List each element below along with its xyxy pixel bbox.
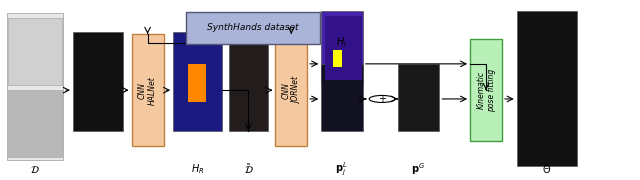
Bar: [188, 64, 206, 102]
Bar: [325, 17, 362, 80]
FancyBboxPatch shape: [132, 34, 164, 146]
Bar: [8, 18, 62, 85]
FancyBboxPatch shape: [470, 39, 502, 141]
Text: $\mathbf{p}_j^L$: $\mathbf{p}_j^L$: [335, 160, 348, 178]
Bar: [8, 90, 62, 157]
Bar: [321, 11, 363, 85]
FancyBboxPatch shape: [186, 12, 320, 44]
Text: $H_j$: $H_j$: [336, 36, 348, 50]
FancyBboxPatch shape: [275, 34, 307, 146]
Text: $H_R$: $H_R$: [191, 162, 204, 176]
Bar: [516, 11, 577, 166]
Text: $\Theta$: $\Theta$: [542, 163, 551, 175]
Text: +: +: [378, 94, 386, 104]
Text: $\tilde{\mathcal{D}}$: $\tilde{\mathcal{D}}$: [244, 162, 253, 176]
Text: CNN
JORNet: CNN JORNet: [282, 77, 301, 104]
Bar: [229, 32, 268, 130]
Bar: [246, 130, 251, 131]
Text: SynthHands dataset: SynthHands dataset: [207, 23, 299, 32]
Bar: [7, 13, 63, 160]
Bar: [321, 64, 363, 130]
Text: Kinematic
pose fitting: Kinematic pose fitting: [476, 69, 496, 112]
Text: $\mathcal{D}$: $\mathcal{D}$: [30, 164, 40, 175]
Bar: [398, 64, 440, 130]
Bar: [173, 32, 221, 130]
Text: $\mathbf{p}^G$: $\mathbf{p}^G$: [412, 161, 426, 177]
Circle shape: [369, 95, 395, 102]
Bar: [333, 50, 342, 67]
Bar: [73, 32, 123, 130]
Text: CNN
HALNet: CNN HALNet: [138, 76, 157, 105]
